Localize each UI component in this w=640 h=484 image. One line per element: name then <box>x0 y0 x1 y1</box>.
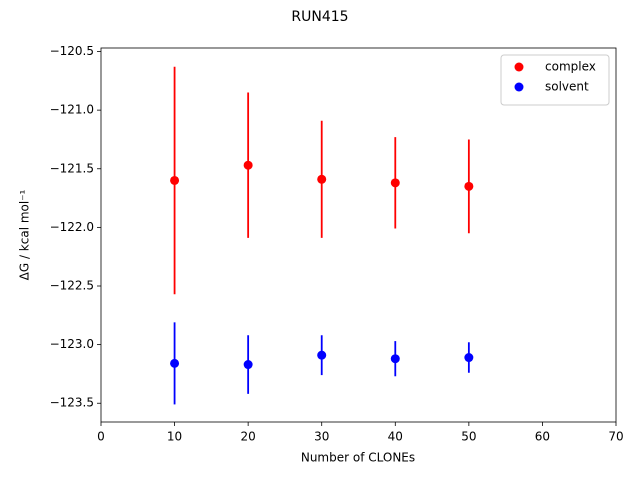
data-point <box>317 174 327 184</box>
data-point <box>464 181 474 191</box>
y-tick-label: −121.5 <box>50 161 94 175</box>
data-point <box>243 160 253 170</box>
x-tick-label: 30 <box>314 430 329 444</box>
data-point <box>243 360 253 370</box>
data-point <box>390 178 400 188</box>
data-point <box>317 350 327 360</box>
y-tick-label: −123.5 <box>50 396 94 410</box>
legend-marker <box>514 82 524 92</box>
data-point <box>170 358 180 368</box>
y-tick-label: −122.0 <box>50 220 94 234</box>
x-tick-label: 20 <box>241 430 256 444</box>
x-tick-label: 60 <box>535 430 550 444</box>
y-axis-label: ΔG / kcal mol⁻¹ <box>18 189 32 280</box>
x-tick-label: 70 <box>608 430 623 444</box>
y-tick-label: −121.0 <box>50 103 94 117</box>
legend-label: solvent <box>545 80 589 94</box>
y-tick-label: −122.5 <box>50 279 94 293</box>
x-tick-label: 10 <box>167 430 182 444</box>
legend-label: complex <box>545 60 596 74</box>
y-tick-label: −123.0 <box>50 337 94 351</box>
data-point <box>170 175 180 185</box>
x-tick-label: 50 <box>461 430 476 444</box>
x-tick-label: 40 <box>388 430 403 444</box>
data-point <box>464 353 474 363</box>
chart-title: RUN415 <box>291 9 348 25</box>
legend-marker <box>514 62 524 72</box>
x-axis-label: Number of CLONEs <box>301 451 415 465</box>
legend-box <box>500 54 610 106</box>
x-tick-label: 0 <box>97 430 105 444</box>
plot-frame <box>100 47 617 423</box>
data-point <box>390 354 400 364</box>
y-tick-label: −120.5 <box>50 44 94 58</box>
